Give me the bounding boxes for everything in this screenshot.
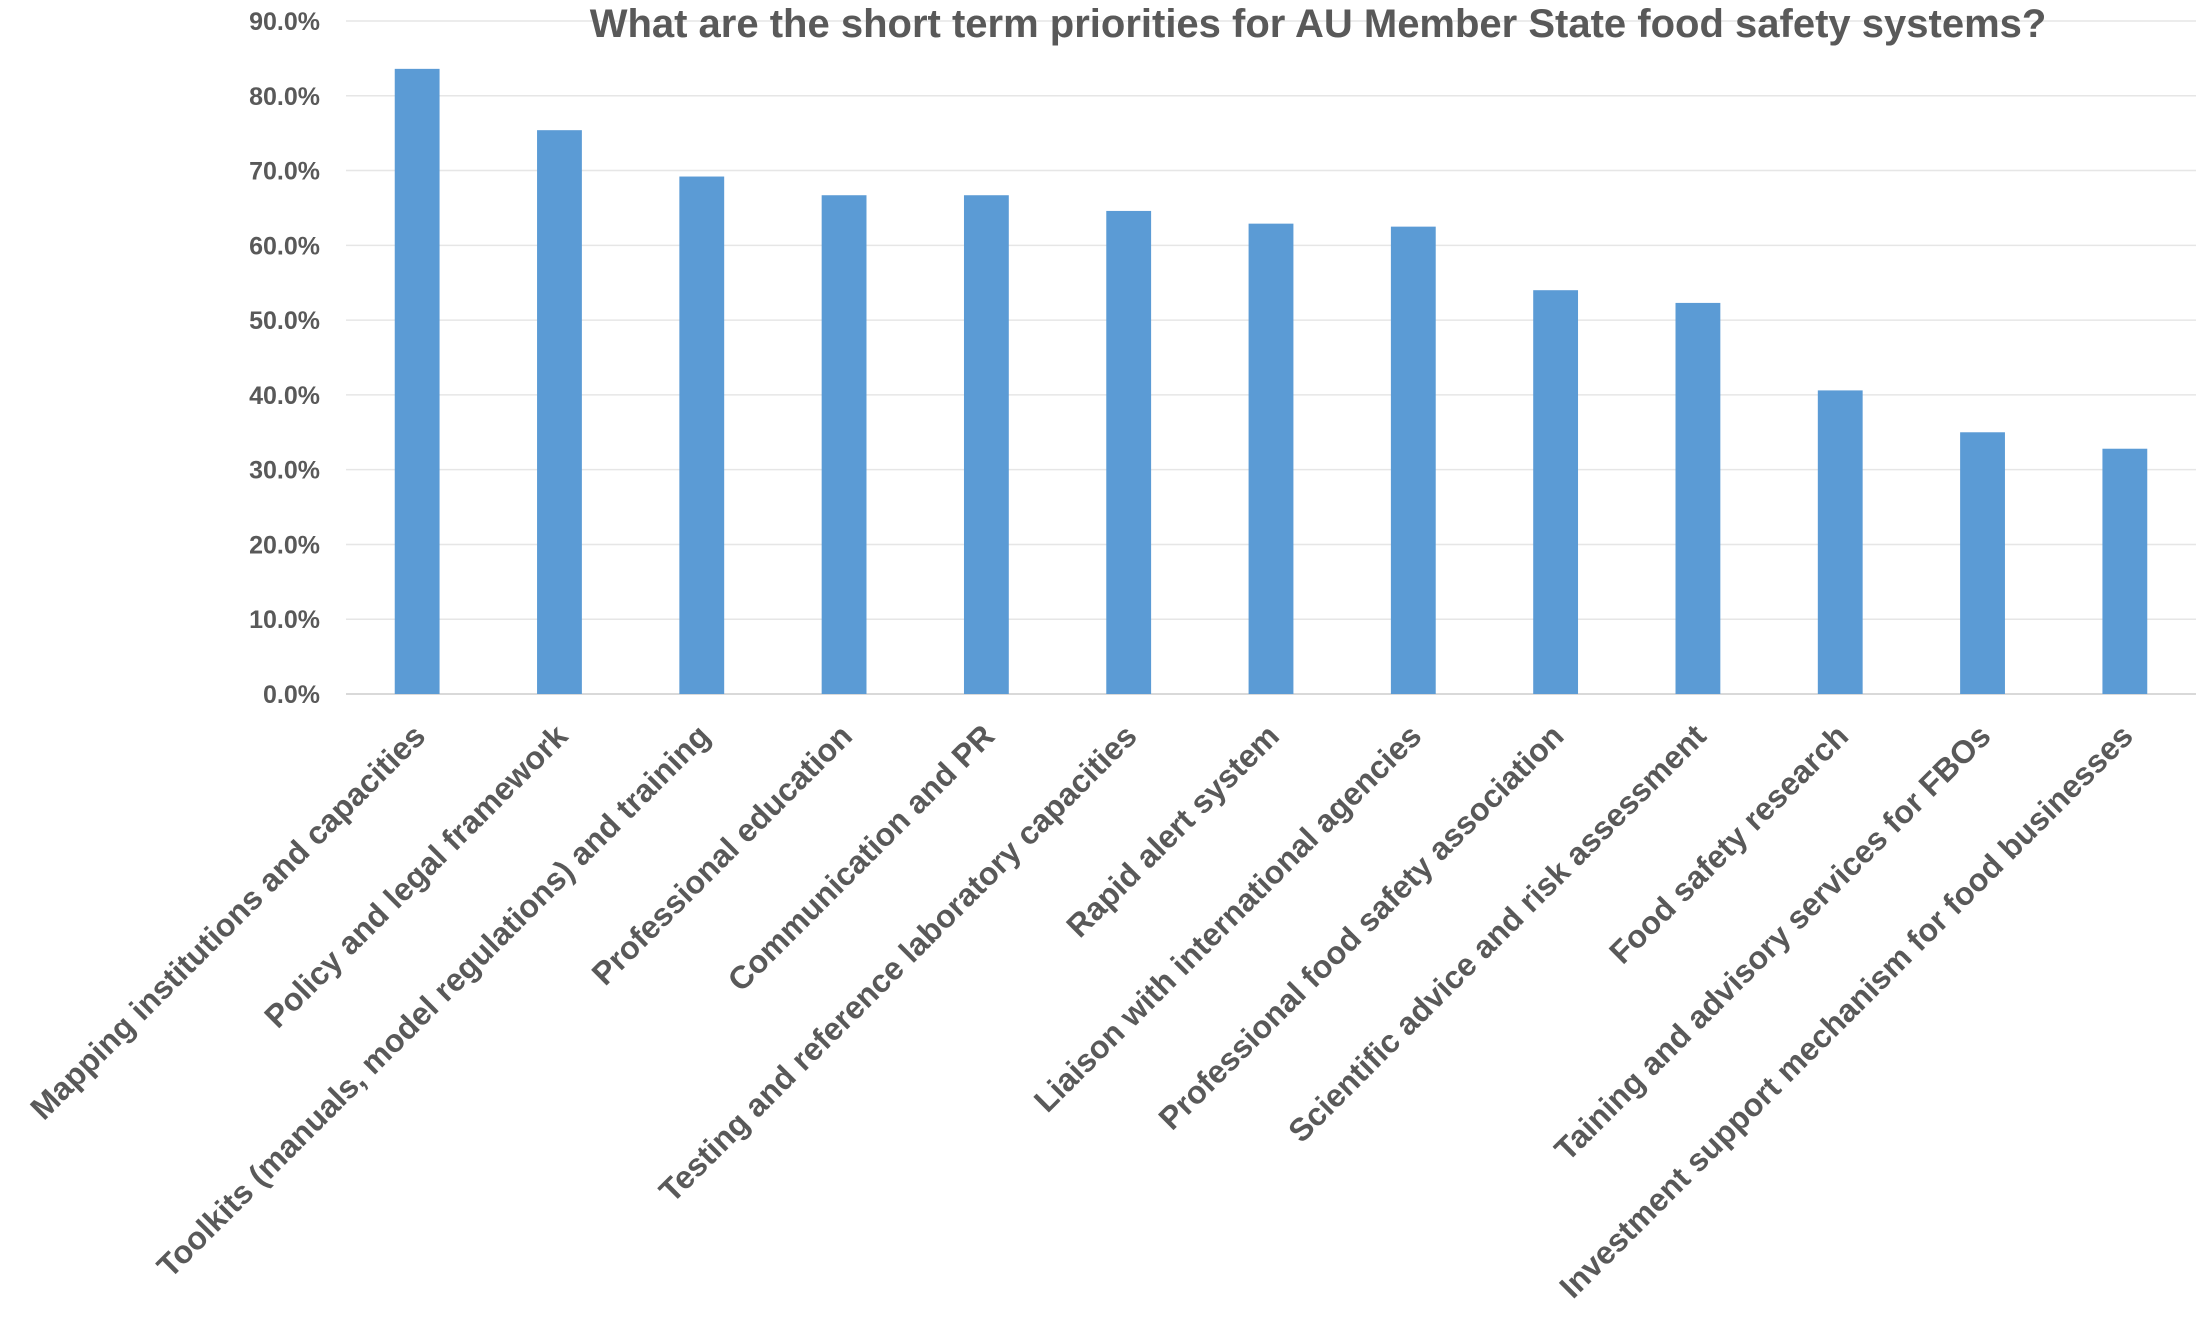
bar: [394, 68, 440, 694]
x-category-label: Toolkits (manuals, model regulations) an…: [150, 717, 717, 1284]
bar: [1106, 210, 1152, 695]
x-category-label: Professional education: [585, 717, 859, 991]
y-tick-label: 70.0%: [249, 158, 320, 186]
bar: [821, 195, 867, 694]
x-category-label: Testing and reference laboratory capacit…: [652, 717, 1144, 1209]
y-tick-label: 40.0%: [249, 382, 320, 410]
bar: [1533, 290, 1579, 694]
bars: [394, 68, 2148, 695]
x-axis-category-labels: Mapping institutions and capacitiesPolic…: [23, 717, 2140, 1305]
y-tick-label: 20.0%: [249, 531, 320, 559]
y-tick-label: 90.0%: [249, 8, 320, 36]
y-tick-label: 80.0%: [249, 83, 320, 111]
y-tick-label: 10.0%: [249, 606, 320, 634]
x-category-label: Communication and PR: [721, 717, 1002, 998]
bar: [963, 195, 1009, 694]
bar: [1817, 390, 1863, 694]
bar: [537, 130, 582, 695]
bar: [1248, 223, 1294, 695]
x-category-label: Food safety research: [1602, 717, 1855, 970]
bar: [2102, 448, 2148, 694]
bar: [1390, 226, 1436, 694]
chart-title: What are the short term priorities for A…: [590, 2, 2047, 46]
bar: [1960, 432, 2005, 694]
y-axis-tick-labels: 0.0% 10.0% 20.0% 30.0% 40.0% 50.0% 60.0% 70.0% 8…: [249, 8, 320, 709]
y-tick-label: 60.0%: [249, 232, 320, 260]
y-tick-label: 30.0%: [249, 457, 320, 485]
x-category-label: Policy and legal framework: [257, 717, 574, 1034]
y-tick-label: 50.0%: [249, 307, 320, 335]
bar: [679, 176, 725, 694]
bar: [1675, 302, 1721, 694]
y-tick-label: 0.0%: [263, 681, 320, 709]
